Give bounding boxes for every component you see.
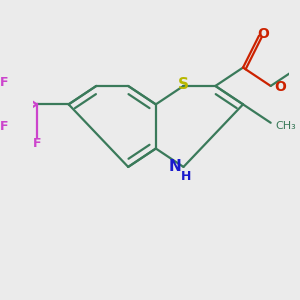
Text: CH₃: CH₃ — [275, 121, 296, 131]
Text: O: O — [274, 80, 286, 94]
Text: F: F — [32, 137, 41, 151]
Text: S: S — [178, 77, 189, 92]
Text: O: O — [258, 27, 269, 41]
Text: F: F — [0, 76, 9, 89]
Text: H: H — [181, 170, 191, 183]
Text: F: F — [0, 120, 9, 133]
Text: N: N — [169, 159, 182, 174]
